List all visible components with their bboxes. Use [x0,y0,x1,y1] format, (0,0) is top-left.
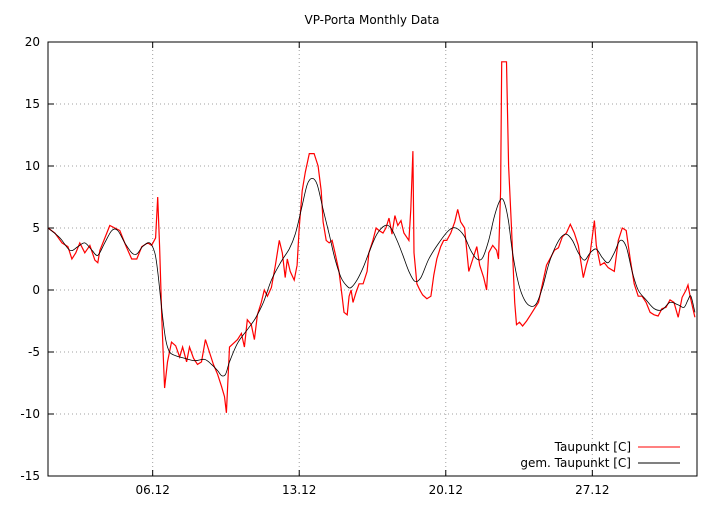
x-tick-label: 20.12 [429,483,463,497]
axis-ticks: -15 -10 -5 0 5 10 15 20 06.12 13.12 20.12 27.12 [20,35,697,497]
y-tick-label: 5 [32,221,40,235]
chart-title: VP-Porta Monthly Data [305,13,440,27]
x-tick-label: 13.12 [282,483,316,497]
y-tick-label: 10 [25,159,40,173]
plot-frame [47,41,698,477]
series-line-taupunkt [47,61,696,413]
y-tick-label: -15 [20,469,40,483]
series-line-gem-taupunkt [47,177,696,377]
series-group [47,61,696,413]
y-tick-label: -10 [20,407,40,421]
x-tick-label: 06.12 [135,483,169,497]
y-tick-label: -5 [28,345,40,359]
y-tick-label: 20 [25,35,40,49]
y-tick-label: 0 [32,283,40,297]
legend-label-gem-taupunkt: gem. Taupunkt [C] [520,456,631,470]
y-tick-label: 15 [25,97,40,111]
legend: Taupunkt [C] gem. Taupunkt [C] [520,440,680,470]
x-tick-label: 27.12 [575,483,609,497]
legend-label-taupunkt: Taupunkt [C] [554,440,631,454]
